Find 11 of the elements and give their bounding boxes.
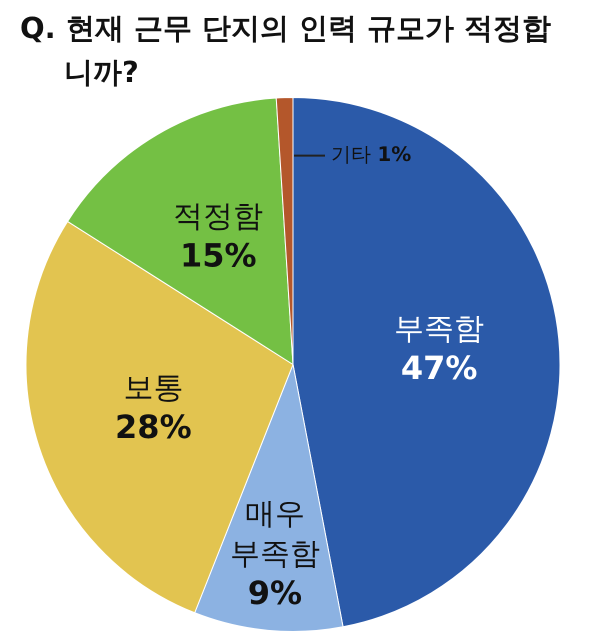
slice-label: 부족함 — [394, 311, 484, 346]
data-label: 15% — [180, 236, 257, 274]
slice-label: 매우 부족함 — [230, 496, 320, 572]
data-label: 47% — [400, 348, 478, 387]
slice-label: 보통 — [123, 370, 184, 406]
slice-label: 적정함 — [173, 198, 264, 234]
data-label: 28% — [115, 408, 192, 446]
slice-label: 기타 — [331, 142, 371, 166]
data-label: 1% — [377, 142, 412, 166]
data-label: 9% — [248, 574, 302, 612]
chart-title: Q. 현재 근무 단지의 인력 규모가 적정합니까? — [19, 10, 552, 91]
